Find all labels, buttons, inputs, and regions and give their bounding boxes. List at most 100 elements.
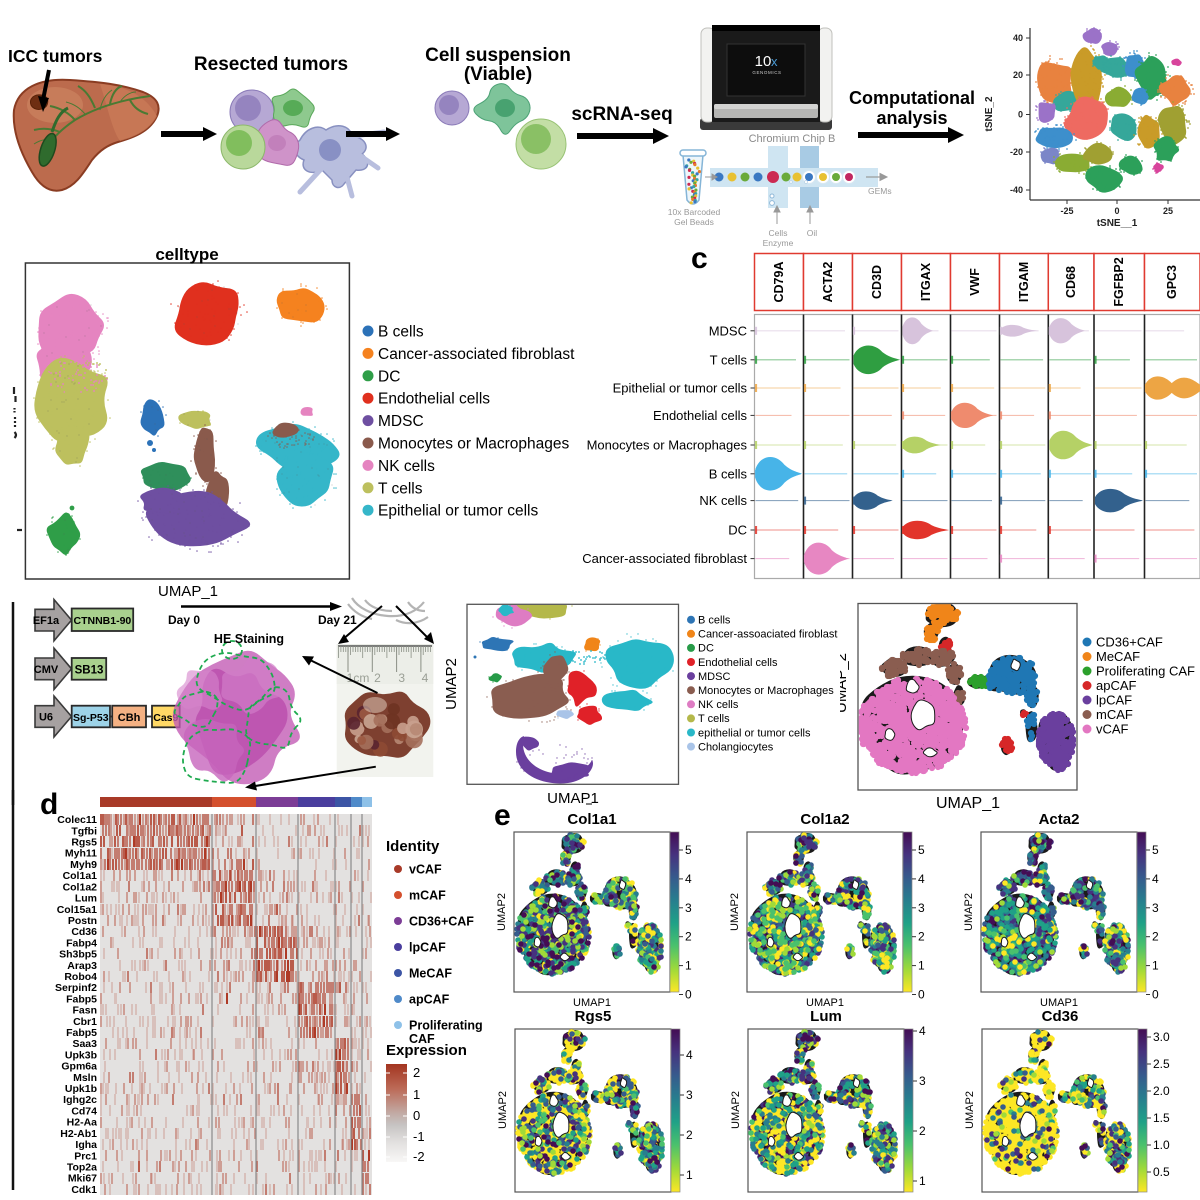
svg-text:lpCAF: lpCAF: [409, 940, 446, 954]
svg-text:Prc1: Prc1: [74, 1150, 97, 1162]
svg-text:Cd36: Cd36: [1042, 1008, 1079, 1025]
svg-text:4: 4: [919, 1024, 926, 1038]
svg-text:VWF: VWF: [968, 268, 982, 296]
svg-text:1.5: 1.5: [1153, 1111, 1170, 1125]
svg-text:FGFBP2: FGFBP2: [1112, 257, 1126, 306]
svg-text:0.5: 0.5: [1153, 1165, 1170, 1179]
svg-text:GENOMICS: GENOMICS: [752, 70, 781, 75]
svg-text:2: 2: [918, 930, 925, 944]
svg-text:3: 3: [398, 671, 405, 685]
svg-text:CMV: CMV: [34, 664, 59, 676]
svg-text:3: 3: [919, 1074, 926, 1088]
svg-text:Fabp5: Fabp5: [66, 993, 97, 1005]
svg-text:-2: -2: [413, 1149, 425, 1164]
svg-text:2: 2: [374, 671, 381, 685]
svg-text:UMAP1: UMAP1: [547, 790, 599, 807]
svg-text:2.0: 2.0: [1153, 1084, 1170, 1098]
svg-text:UMAP1: UMAP1: [1040, 997, 1078, 1009]
svg-text:Myh9: Myh9: [70, 859, 97, 871]
svg-text:vCAF: vCAF: [1096, 722, 1129, 737]
svg-text:0: 0: [1018, 110, 1023, 120]
svg-text:Monocytes or Macrophages: Monocytes or Macrophages: [378, 436, 570, 453]
svg-text:Endothelial cells: Endothelial cells: [653, 408, 747, 423]
svg-text:4: 4: [918, 872, 925, 886]
svg-text:Endothelial cells: Endothelial cells: [698, 657, 778, 669]
svg-text:DC: DC: [378, 368, 400, 385]
svg-text:-40: -40: [1010, 185, 1023, 195]
svg-text:apCAF: apCAF: [409, 992, 450, 1006]
svg-text:MeCAF: MeCAF: [1096, 649, 1140, 664]
svg-text:3: 3: [686, 1088, 693, 1102]
svg-text:Monocytes or Macrophages: Monocytes or Macrophages: [587, 438, 748, 453]
svg-text:25: 25: [1163, 206, 1173, 216]
svg-text:DC: DC: [728, 523, 747, 538]
svg-text:H2-Aa: H2-Aa: [67, 1117, 98, 1129]
svg-text:T cells: T cells: [378, 480, 423, 497]
svg-text:Cancer-assoaciated firoblast: Cancer-assoaciated firoblast: [698, 629, 837, 641]
svg-text:2: 2: [919, 1124, 926, 1138]
svg-text:1: 1: [918, 959, 925, 973]
svg-text:Msln: Msln: [73, 1072, 97, 1084]
svg-text:mCAF: mCAF: [409, 888, 446, 902]
svg-text:Lum: Lum: [810, 1008, 842, 1025]
svg-text:CTNNB1-90: CTNNB1-90: [74, 615, 132, 627]
svg-text:40: 40: [1013, 33, 1023, 43]
svg-text:GPC3: GPC3: [1165, 265, 1179, 299]
svg-text:UMAP2: UMAP2: [730, 1091, 742, 1129]
svg-text:NK cells: NK cells: [699, 493, 747, 508]
svg-text:4: 4: [1152, 872, 1159, 886]
svg-text:apCAF: apCAF: [1096, 678, 1137, 693]
svg-text:-20: -20: [1010, 147, 1023, 157]
svg-text:5: 5: [1152, 843, 1159, 857]
svg-text:Epithelial or tumor cells: Epithelial or tumor cells: [378, 503, 538, 520]
svg-text:Sh3bp5: Sh3bp5: [59, 949, 97, 961]
svg-text:Cholangiocytes: Cholangiocytes: [698, 741, 774, 753]
svg-text:ITGAM: ITGAM: [1017, 262, 1031, 302]
svg-text:4: 4: [422, 671, 429, 685]
svg-text:Col15a1: Col15a1: [57, 904, 97, 916]
svg-text:Cancer-associated fibroblast: Cancer-associated fibroblast: [378, 346, 575, 363]
svg-text:Col1a1: Col1a1: [567, 811, 616, 828]
svg-text:CD68: CD68: [1064, 266, 1078, 298]
svg-text:ITGAX: ITGAX: [919, 262, 933, 301]
svg-text:B cells: B cells: [709, 466, 748, 481]
svg-text:10: 10: [755, 53, 772, 70]
svg-text:1: 1: [413, 1087, 420, 1102]
svg-text:tSNE__1: tSNE__1: [1097, 218, 1138, 229]
svg-text:Lum: Lum: [75, 893, 97, 905]
svg-text:UMAP2: UMAP2: [496, 893, 508, 931]
svg-text:epithelial or tumor cells: epithelial or tumor cells: [698, 727, 811, 739]
svg-text:Fabp5: Fabp5: [66, 1027, 97, 1039]
svg-text:Col1a1: Col1a1: [63, 870, 98, 882]
svg-text:Col1a2: Col1a2: [800, 811, 849, 828]
svg-text:-1: -1: [413, 1129, 425, 1144]
svg-text:2: 2: [685, 930, 692, 944]
svg-text:Acta2: Acta2: [1039, 811, 1080, 828]
svg-text:Ighg2c: Ighg2c: [63, 1094, 97, 1106]
svg-text:Fasn: Fasn: [72, 1005, 97, 1017]
svg-text:Arap3: Arap3: [67, 960, 97, 972]
svg-text:lpCAF: lpCAF: [1096, 693, 1132, 708]
svg-text:UMAP2: UMAP2: [443, 658, 460, 710]
svg-text:Monocytes or Macrophages: Monocytes or Macrophages: [698, 685, 834, 697]
svg-text:Top2a: Top2a: [67, 1162, 97, 1174]
svg-text:UMAP2: UMAP2: [964, 1091, 976, 1129]
svg-text:Igha: Igha: [75, 1139, 97, 1151]
svg-text:0: 0: [918, 988, 925, 1002]
svg-text:-25: -25: [1060, 206, 1073, 216]
svg-text:UMAP2: UMAP2: [497, 1091, 509, 1129]
svg-text:Tgfbi: Tgfbi: [71, 825, 97, 837]
svg-text:Colec11: Colec11: [57, 814, 97, 826]
svg-text:Proliferating: Proliferating: [409, 1018, 483, 1032]
svg-text:vCAF: vCAF: [409, 862, 442, 876]
svg-text:Col1a2: Col1a2: [63, 881, 98, 893]
svg-text:0: 0: [1114, 206, 1119, 216]
svg-text:0: 0: [685, 988, 692, 1002]
svg-text:0: 0: [413, 1108, 420, 1123]
svg-text:NK cells: NK cells: [378, 458, 435, 475]
svg-text:1: 1: [919, 1174, 926, 1188]
svg-text:0: 0: [1152, 988, 1159, 1002]
svg-text:20: 20: [1013, 70, 1023, 80]
svg-text:Proliferating CAF: Proliferating CAF: [1096, 664, 1195, 679]
svg-text:DC: DC: [698, 643, 714, 655]
